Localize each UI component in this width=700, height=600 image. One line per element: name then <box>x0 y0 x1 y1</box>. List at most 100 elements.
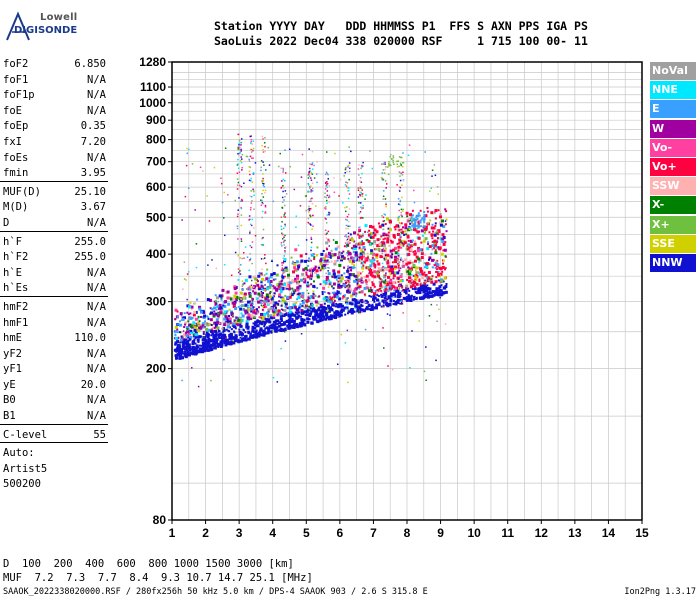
echo-point <box>384 266 387 269</box>
echo-point <box>254 162 257 164</box>
echo-point <box>361 242 365 246</box>
echo-point <box>434 217 437 220</box>
echo-point <box>324 254 328 258</box>
echo-point <box>299 205 302 207</box>
echo-point <box>204 341 208 345</box>
echo-point <box>342 256 346 260</box>
echo-point <box>328 283 331 286</box>
echo-point <box>181 317 185 321</box>
echo-point <box>434 249 437 252</box>
echo-point <box>206 333 209 336</box>
echo-point <box>347 213 350 216</box>
echo-point <box>234 291 238 295</box>
echo-point <box>203 341 207 345</box>
echo-point <box>226 325 230 329</box>
echo-point <box>441 233 445 237</box>
echo-point <box>283 331 286 333</box>
echo-point <box>382 234 384 237</box>
echo-point <box>426 279 430 283</box>
echo-point <box>401 285 403 287</box>
echo-point <box>196 338 200 342</box>
echo-point <box>319 259 323 263</box>
echo-point <box>407 246 410 249</box>
echo-point <box>344 242 347 244</box>
echo-point <box>250 177 252 180</box>
echo-point <box>355 256 358 259</box>
echo-point <box>402 179 405 182</box>
echo-point <box>275 273 279 277</box>
echo-point <box>269 279 273 283</box>
echo-point <box>338 252 342 256</box>
echo-point <box>361 195 364 197</box>
echo-point <box>343 306 347 310</box>
echo-point <box>316 287 319 290</box>
echo-point <box>234 297 238 301</box>
echo-point <box>387 234 390 237</box>
echo-point <box>337 276 341 280</box>
echo-point <box>398 215 400 218</box>
echo-point <box>295 325 299 329</box>
echo-point <box>197 385 200 388</box>
echo-point <box>214 333 217 336</box>
echo-point <box>317 302 320 305</box>
echo-point <box>270 296 274 300</box>
echo-point <box>322 286 326 290</box>
echo-point <box>438 285 442 289</box>
echo-point <box>348 281 351 284</box>
echo-point <box>411 287 414 290</box>
echo-point <box>242 329 245 332</box>
echo-point <box>392 303 395 306</box>
echo-point <box>326 194 329 197</box>
echo-point <box>381 279 384 281</box>
echo-point <box>382 248 385 250</box>
echo-point <box>267 146 270 149</box>
legend-item-e: E <box>650 100 696 119</box>
echo-point <box>250 206 252 209</box>
echo-point <box>351 259 355 263</box>
echo-point <box>396 184 398 186</box>
echo-point <box>306 269 309 272</box>
echo-point <box>367 289 371 293</box>
echo-point <box>298 281 301 283</box>
echo-point <box>202 330 205 333</box>
echo-point <box>399 222 401 225</box>
echo-point <box>249 230 251 233</box>
echo-point <box>221 201 224 204</box>
echo-point <box>306 289 309 292</box>
echo-point <box>186 152 189 155</box>
echo-point <box>436 237 439 240</box>
echo-point <box>380 293 383 296</box>
echo-point <box>408 267 411 270</box>
echo-point <box>281 206 283 209</box>
echo-point <box>226 342 230 346</box>
x-tick-label: 1 <box>169 526 176 540</box>
echo-point <box>382 220 384 223</box>
echo-point <box>215 267 218 270</box>
echo-point <box>248 170 251 173</box>
echo-point <box>179 338 183 342</box>
echo-point <box>442 286 446 290</box>
echo-point <box>399 275 403 279</box>
echo-point <box>360 216 363 219</box>
echo-point <box>422 288 425 291</box>
echo-point <box>200 344 203 347</box>
echo-point <box>247 330 251 334</box>
echo-point <box>307 182 309 185</box>
echo-point <box>310 241 313 244</box>
echo-point <box>308 257 311 260</box>
echo-point <box>250 246 253 249</box>
echo-point <box>252 171 255 174</box>
echo-point <box>252 157 254 159</box>
echo-point <box>263 312 267 316</box>
echo-point <box>371 235 375 239</box>
echo-point <box>327 292 330 295</box>
echo-point <box>340 255 344 259</box>
echo-point <box>361 304 364 307</box>
echo-point <box>206 298 210 302</box>
echo-point <box>333 304 336 307</box>
echo-point <box>239 336 242 339</box>
echo-point <box>213 310 216 313</box>
echo-point <box>345 218 347 221</box>
echo-point <box>436 230 439 233</box>
echo-point <box>282 257 285 260</box>
